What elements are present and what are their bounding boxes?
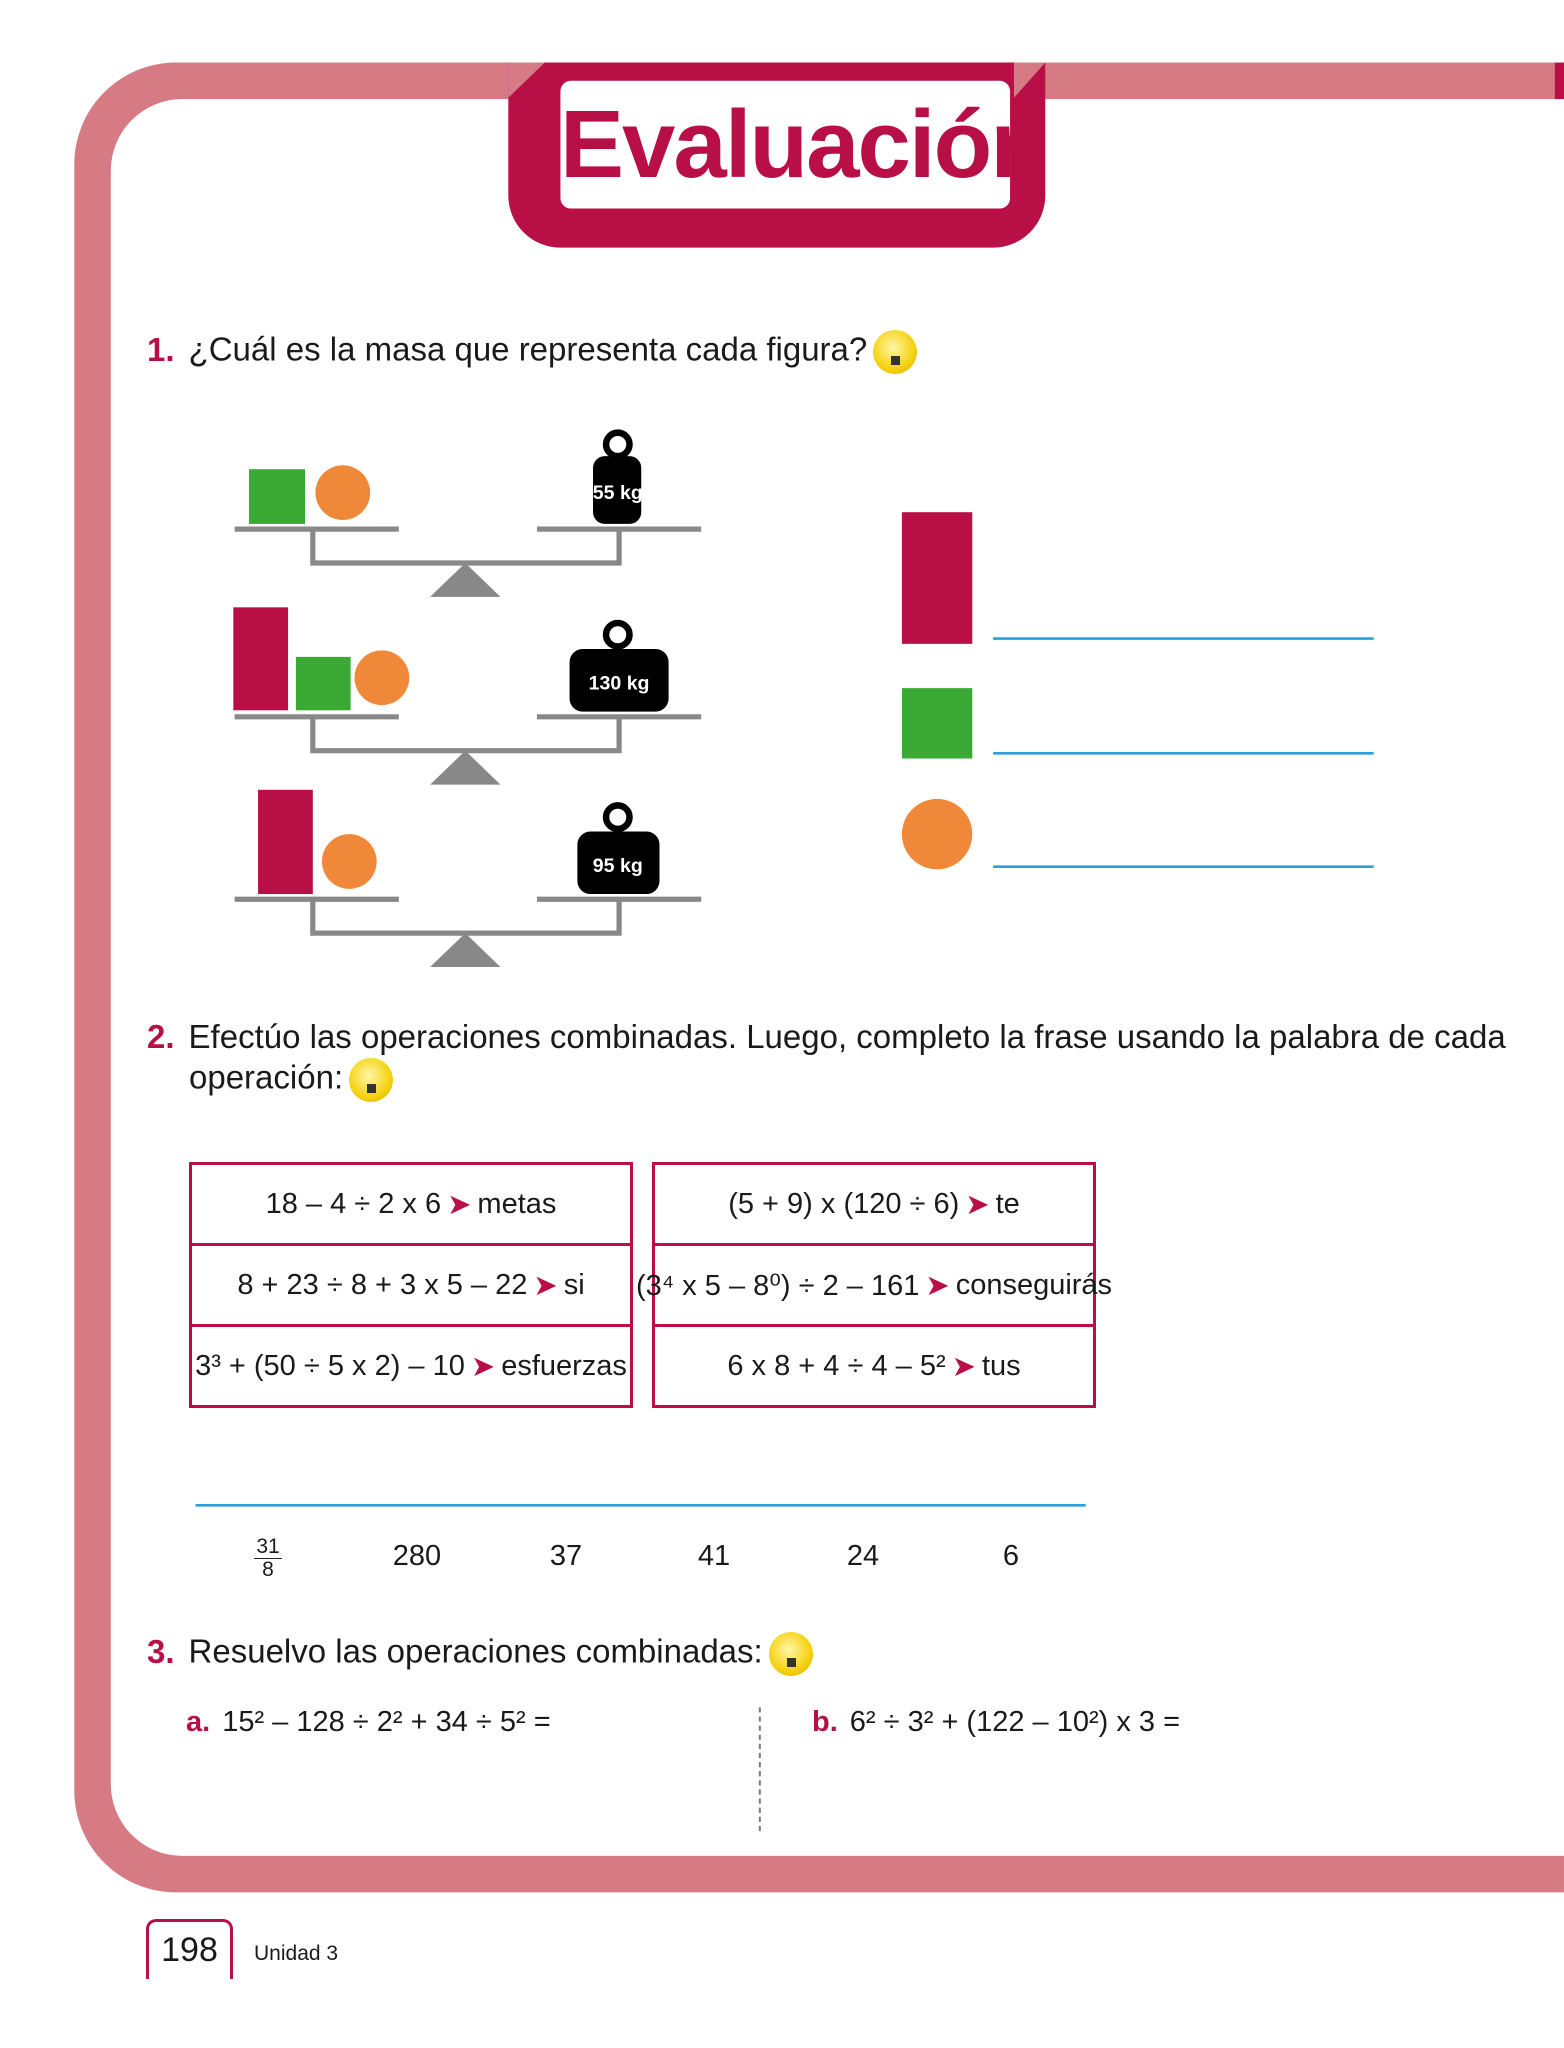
arrow-icon: ➤ [470, 1350, 496, 1383]
question-text-continued: operación: [189, 1058, 344, 1096]
weight-55: 55 kg [593, 429, 643, 524]
operation-row: 6 x 8 + 4 ÷ 4 – 5² ➤ tus [655, 1324, 1093, 1405]
svg-text:55 kg: 55 kg [593, 482, 643, 504]
answer-value: 6 [1002, 1540, 1020, 1572]
question-number: 1. [147, 330, 175, 368]
question-text: Efectúo las operaciones combinadas. Lueg… [188, 1018, 1506, 1055]
fulcrum-2 [430, 750, 501, 785]
balance-scales [234, 526, 702, 936]
question-1: 1. ¿Cuál es la masa que representa cada f… [147, 330, 918, 374]
operations-table-right: (5 + 9) x (120 ÷ 6) ➤ te (3⁴ x 5 – 8⁰) ÷ 2… [636, 1162, 1112, 1408]
unit-label: Unidad 3 [254, 1942, 339, 1965]
exercise-b: b. 6² ÷ 3² + (122 – 10²) x 3 = [812, 1706, 1181, 1738]
operations-table-left: 18 – 4 ÷ 2 x 6 ➤ metas 8 + 23 ÷ 8 + 3 x 5 … [189, 1162, 633, 1408]
question-text: Resuelvo las operaciones combinadas: [188, 1632, 763, 1670]
fulcrum-1 [430, 563, 501, 597]
operation-row: 8 + 23 ÷ 8 + 3 x 5 – 22 ➤ si [192, 1243, 630, 1324]
arrow-icon: ➤ [951, 1350, 976, 1383]
answer-orange-circle [901, 798, 973, 870]
question-3: 3. Resuelvo las operaciones combinadas: [147, 1632, 813, 1676]
operation-row: 3³ + (50 ÷ 5 x 2) – 10 ➤ esfuerzas [192, 1324, 630, 1405]
answer-fraction: 31 8 [254, 1535, 282, 1581]
weight-130: 130 kg [569, 619, 669, 712]
operation-row: (3⁴ x 5 – 8⁰) ÷ 2 – 161 ➤ conseguirás [636, 1243, 1112, 1324]
answer-value: 24 [846, 1540, 880, 1572]
lightbulb-icon [768, 1632, 813, 1676]
page-title: Evaluación [560, 91, 1049, 198]
lightbulb-icon [873, 330, 918, 374]
operation-row: 18 – 4 ÷ 2 x 6 ➤ metas [265, 1187, 557, 1221]
orange-circle [354, 650, 410, 706]
green-square [248, 469, 305, 524]
orange-circle [315, 465, 371, 521]
answer-green-square [901, 688, 973, 759]
arrow-icon: ➤ [965, 1188, 990, 1221]
weight-95: 95 kg [577, 802, 660, 895]
question-number: 3. [147, 1632, 175, 1670]
green-square [295, 656, 351, 711]
operation-row: (5 + 9) x (120 ÷ 6) ➤ te [728, 1187, 1020, 1221]
arrow-icon: ➤ [447, 1188, 472, 1221]
crimson-rectangle [258, 789, 313, 895]
page-number: 198 [146, 1919, 233, 1979]
answer-value: 41 [697, 1540, 731, 1572]
answer-crimson-rectangle [901, 512, 973, 644]
arrow-icon: ➤ [533, 1269, 558, 1302]
question-text: ¿Cuál es la masa que representa cada fig… [188, 330, 868, 368]
question-number: 2. [147, 1018, 175, 1055]
lightbulb-icon [349, 1058, 394, 1102]
answer-value: 280 [392, 1540, 442, 1572]
crimson-rectangle [233, 607, 289, 711]
fulcrum-3 [430, 933, 501, 968]
svg-text:130 kg: 130 kg [589, 672, 650, 694]
question-2: 2. Efectúo las operaciones combinadas. Lu… [147, 1018, 1506, 1102]
answer-value: 37 [549, 1540, 583, 1572]
svg-text:95 kg: 95 kg [593, 855, 643, 877]
arrow-icon: ➤ [925, 1269, 950, 1302]
orange-circle [321, 834, 377, 889]
exercise-a: a. 15² – 128 ÷ 2² + 34 ÷ 5² = [186, 1706, 551, 1738]
